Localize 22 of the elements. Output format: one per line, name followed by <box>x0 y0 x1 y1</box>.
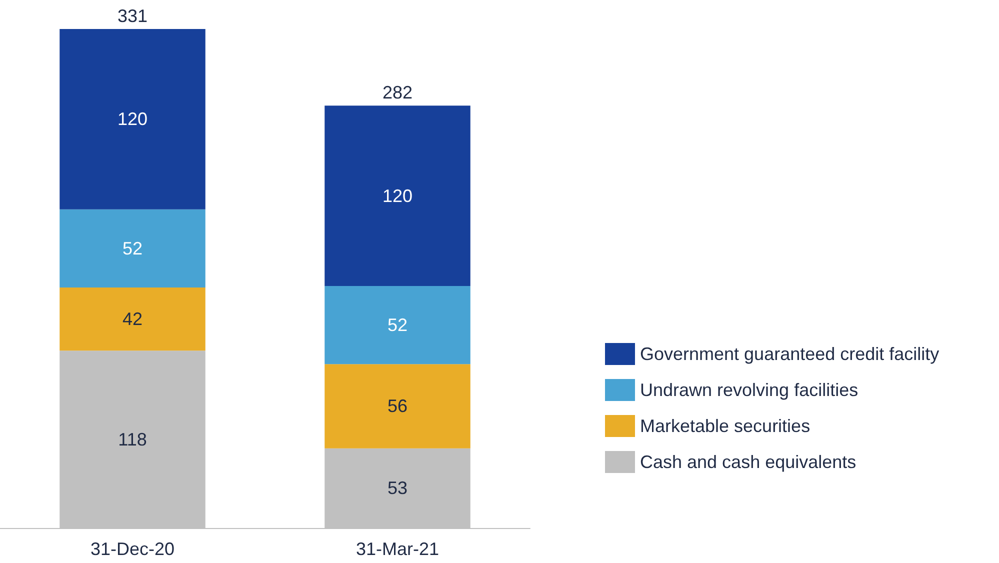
data-label: 52 <box>387 315 408 336</box>
bar <box>60 288 206 351</box>
data-label: 118 <box>118 429 147 450</box>
bar <box>324 286 470 364</box>
total-label: 282 <box>382 82 413 103</box>
legend-label: Marketable securities <box>640 416 810 436</box>
legend-label: Undrawn revolving facilities <box>640 380 858 400</box>
bar <box>324 106 470 286</box>
bar <box>324 364 470 448</box>
data-label: 53 <box>387 478 408 498</box>
bar <box>60 28 206 210</box>
data-label: 120 <box>382 186 413 206</box>
total-label: 331 <box>117 6 148 26</box>
x-tick-label: 31-Dec-20 <box>90 539 175 559</box>
data-label: 56 <box>387 396 408 416</box>
legend-label: Cash and cash equivalents <box>640 452 856 472</box>
legend-label: Government guaranteed credit facility <box>640 344 940 364</box>
data-label: 52 <box>122 238 143 258</box>
data-label: 120 <box>117 109 148 130</box>
x-tick-label: 31-Mar-21 <box>356 539 440 559</box>
data-label: 42 <box>122 309 143 330</box>
bar <box>60 209 206 288</box>
